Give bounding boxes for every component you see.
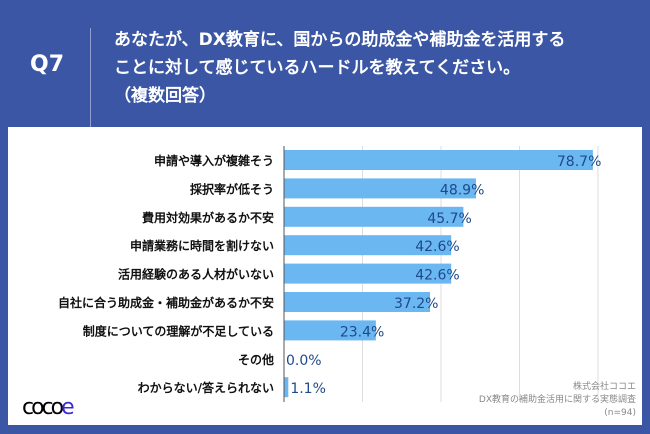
bar [284,263,452,284]
bar [284,150,593,170]
divider [90,28,91,132]
bar [284,178,476,199]
category-label: 採択率が低そう [190,181,274,196]
value-label: 42.6% [415,268,459,284]
value-label: 37.2% [394,296,438,312]
question-number: Q7 [30,52,65,77]
category-label: 制度についての理解が不足している [83,323,274,338]
bar [284,235,452,256]
category-label: その他 [238,352,274,367]
sample-size: (n=94) [604,408,636,418]
value-label: 78.7% [557,154,601,170]
value-label: 45.7% [427,211,471,227]
survey-name: DX教育の補助金活用に関する実態調査 [478,395,636,405]
bar [284,320,376,341]
value-label: 42.6% [415,239,459,255]
company: 株式会社ココエ [572,382,636,392]
value-label: 23.4% [340,324,384,340]
value-label: 48.9% [440,182,484,198]
category-label: 自社に合う助成金・補助金があるか不安 [58,295,274,310]
bar [284,377,289,398]
value-label: 1.1% [290,381,326,397]
category-label: 活用経験のある人材がいない [118,267,274,282]
bar [284,292,431,312]
category-label: 費用対効果があるか不安 [142,210,274,225]
source-note: 株式会社ココエ DX教育の補助金活用に関する実態調査 (n=94) [479,381,636,420]
category-label: 申請や導入が複雑そう [154,153,274,168]
category-label: わからない/答えられない [138,380,274,395]
value-label: 0.0% [286,353,322,369]
question-title: あなたが、DX教育に、国からの助成金や補助金を活用する ことに対して感じているハ… [114,30,566,106]
category-label: 申請業務に時間を割けない [130,238,274,253]
bar [284,206,464,227]
logo: cocoe [22,395,75,420]
